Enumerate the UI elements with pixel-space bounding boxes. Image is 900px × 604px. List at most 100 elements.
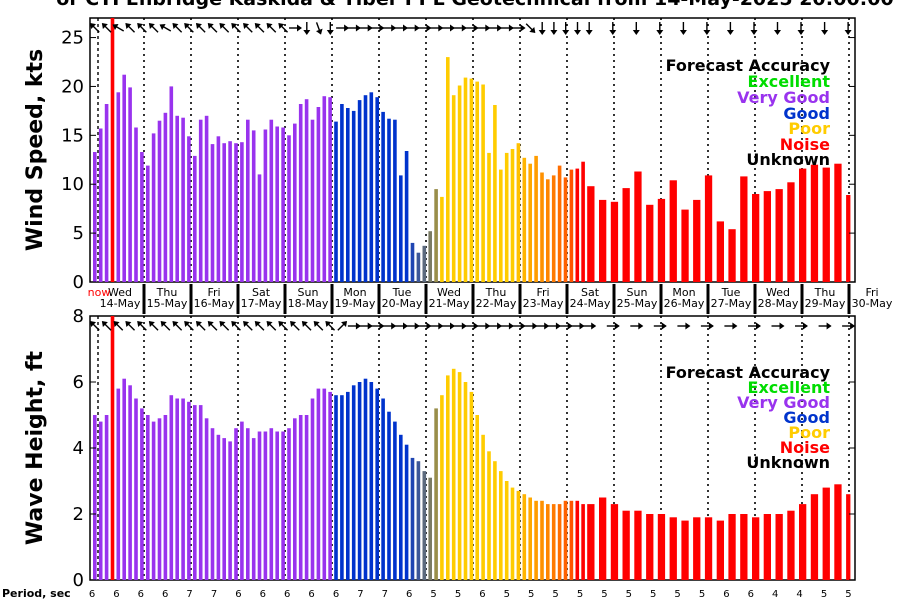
bar [534, 155, 538, 282]
bar [581, 161, 585, 282]
period-value: 7 [382, 589, 388, 600]
direction-arrow [113, 321, 124, 331]
direction-arrow [254, 321, 265, 331]
bar [363, 95, 368, 282]
period-value: 5 [528, 589, 534, 600]
bar [410, 242, 415, 282]
wind-y-axis-label: Wind Speed, kts [23, 49, 48, 251]
bar [528, 163, 532, 282]
wind-direction-arrows [90, 22, 852, 35]
y-tick-label: 0 [73, 570, 84, 591]
bar [775, 514, 783, 580]
direction-arrow [278, 321, 289, 331]
bar [93, 415, 97, 580]
bar [799, 168, 807, 282]
bar [375, 97, 379, 282]
bar [269, 428, 274, 580]
now-marker: now [88, 286, 111, 299]
bar [357, 382, 362, 580]
bar [157, 120, 162, 282]
bar [304, 415, 309, 580]
period-value: 6 [284, 589, 290, 600]
bar [540, 500, 544, 580]
direction-arrow [207, 321, 218, 331]
period-value: 5 [577, 589, 583, 600]
legend-noise: Noise [780, 438, 830, 457]
bar [634, 510, 642, 580]
bar [728, 229, 736, 282]
direction-arrow [172, 321, 183, 331]
direction-arrow [842, 322, 856, 330]
day-date: 19-May [335, 297, 376, 310]
day-weekday: Tue [721, 286, 741, 299]
direction-arrow [254, 23, 265, 33]
direction-arrow [430, 322, 444, 330]
period-row: 6 6 6 6 7 7 6 6 6 6 6 7 7 6 5 5 6 5 5 5 5 5 5 5 5 5 6 6 4 4 5 5 [89, 589, 852, 600]
day-date: 30-May [852, 297, 893, 310]
direction-arrow [125, 23, 136, 33]
direction-arrow [538, 22, 546, 35]
bar [369, 92, 374, 282]
bar [322, 388, 327, 580]
bar [151, 421, 156, 580]
legend-unknown: Unknown [746, 453, 830, 472]
bar [187, 401, 191, 580]
bar [446, 57, 450, 282]
bar [799, 504, 807, 580]
direction-arrow [337, 321, 348, 331]
bar [657, 514, 666, 580]
direction-arrow [336, 24, 350, 32]
period-value: 6 [333, 589, 339, 600]
bar [257, 431, 262, 580]
direction-arrow [656, 22, 664, 35]
direction-arrow [512, 322, 526, 330]
bar [787, 182, 795, 282]
day-date: 22-May [476, 297, 517, 310]
bar [510, 149, 515, 282]
bar [716, 520, 724, 580]
bar [569, 169, 574, 282]
day-weekday: Thu [814, 286, 836, 299]
direction-arrow [406, 322, 420, 330]
day-separator [612, 284, 616, 314]
direction-arrow [219, 23, 230, 33]
direction-arrow [821, 22, 829, 35]
direction-arrow [207, 23, 218, 33]
direction-arrow [574, 22, 581, 35]
direction-arrow [489, 24, 503, 32]
bar [463, 382, 468, 580]
bar [351, 385, 356, 580]
direction-arrow [489, 322, 503, 330]
bar [222, 143, 226, 282]
bar [469, 391, 474, 580]
direction-arrow [301, 321, 312, 331]
period-value: 5 [845, 589, 851, 600]
period-value: 5 [699, 589, 705, 600]
direction-arrow [465, 24, 479, 32]
bar [187, 136, 191, 282]
bar [775, 189, 783, 282]
direction-arrow [371, 24, 385, 32]
direction-arrow [606, 322, 620, 330]
direction-arrow [797, 22, 805, 35]
bar [599, 497, 607, 580]
bar [346, 391, 350, 580]
day-date: 14-May [100, 297, 141, 310]
bar [499, 169, 503, 282]
bar [310, 398, 315, 580]
bar [251, 130, 256, 282]
day-weekday: Fri [207, 286, 220, 299]
period-value: 5 [674, 589, 680, 600]
y-tick-label: 5 [73, 223, 84, 244]
bar [275, 431, 279, 580]
period-value: 6 [260, 589, 266, 600]
bar [787, 510, 795, 580]
direction-arrow [653, 322, 667, 330]
legend-title: Forecast Accuracy [666, 56, 831, 75]
bar [540, 172, 544, 282]
bar [810, 494, 819, 580]
legend-poor: Poor [788, 423, 830, 442]
bar [563, 177, 568, 282]
day-weekday: Thu [485, 286, 507, 299]
wind-y-ticks: 0 5 10 15 20 25 [61, 28, 855, 293]
